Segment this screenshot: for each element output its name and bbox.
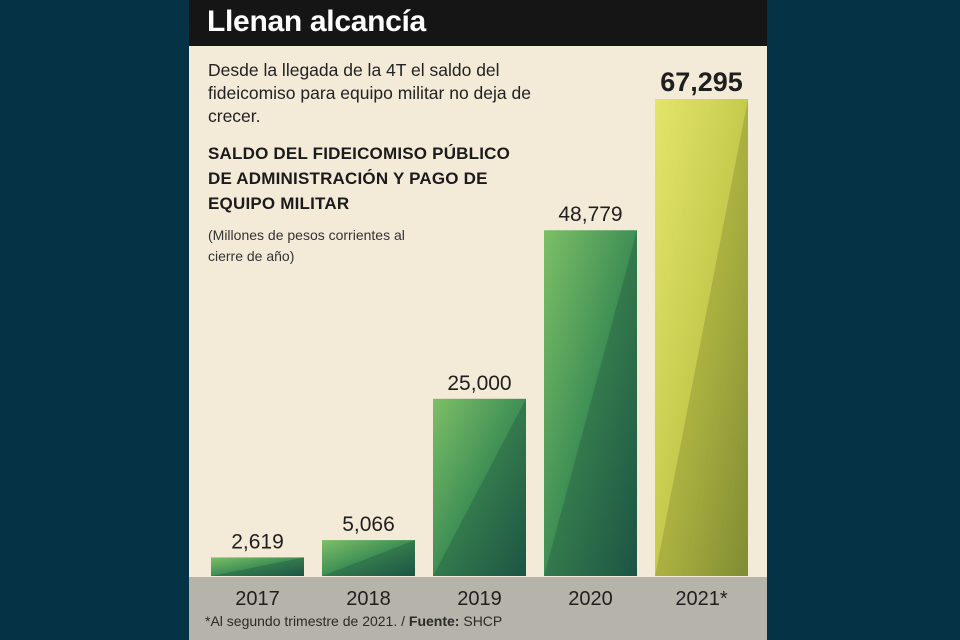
title-bar: Llenan alcancía	[189, 0, 767, 46]
x-tick-label: 2017	[235, 588, 280, 610]
bar-shade	[211, 557, 304, 576]
bar-2018	[322, 540, 415, 576]
bar-2021	[655, 99, 748, 576]
value-label: 48,779	[558, 203, 622, 226]
footnote: *Al segundo trimestre de 2021. /	[205, 613, 409, 629]
bar-2020	[544, 230, 637, 576]
page-title: Llenan alcancía	[207, 5, 426, 38]
value-label: 2,619	[231, 530, 284, 553]
x-tick-label: 2021*	[675, 588, 727, 610]
bar-shade	[544, 230, 637, 576]
bar-shade	[433, 398, 526, 576]
x-tick-label: 2019	[457, 588, 502, 610]
bar-2017	[211, 557, 304, 576]
value-label: 67,295	[660, 67, 743, 97]
x-tick-label: 2020	[568, 588, 613, 610]
x-axis-band	[189, 577, 767, 640]
bar-shade	[322, 540, 415, 576]
bar-shade	[655, 99, 748, 576]
source: SHCP	[459, 613, 503, 629]
x-tick-label: 2018	[346, 588, 391, 610]
bar-2019	[433, 398, 526, 576]
intro-text: Desde la llegada de la 4T el saldo del f…	[208, 60, 531, 126]
value-label: 25,000	[447, 372, 511, 395]
footer-note: *Al segundo trimestre de 2021. / Fuente:…	[205, 613, 502, 629]
infographic-card: Llenan alcancía Desde la llegada de la 4…	[189, 0, 767, 640]
bar-chart: 2,619 2017 5,066 2018 25,000 2019 48,779 2020 67…	[211, 67, 748, 610]
chart-subtitle: (Millones de pesos corrientes al cierre …	[208, 227, 405, 264]
source-label: Fuente:	[408, 613, 460, 629]
value-label: 5,066	[342, 513, 395, 536]
chart-title: SALDO DEL FIDEICOMISO PÚBLICO DE ADMINIS…	[208, 144, 511, 213]
